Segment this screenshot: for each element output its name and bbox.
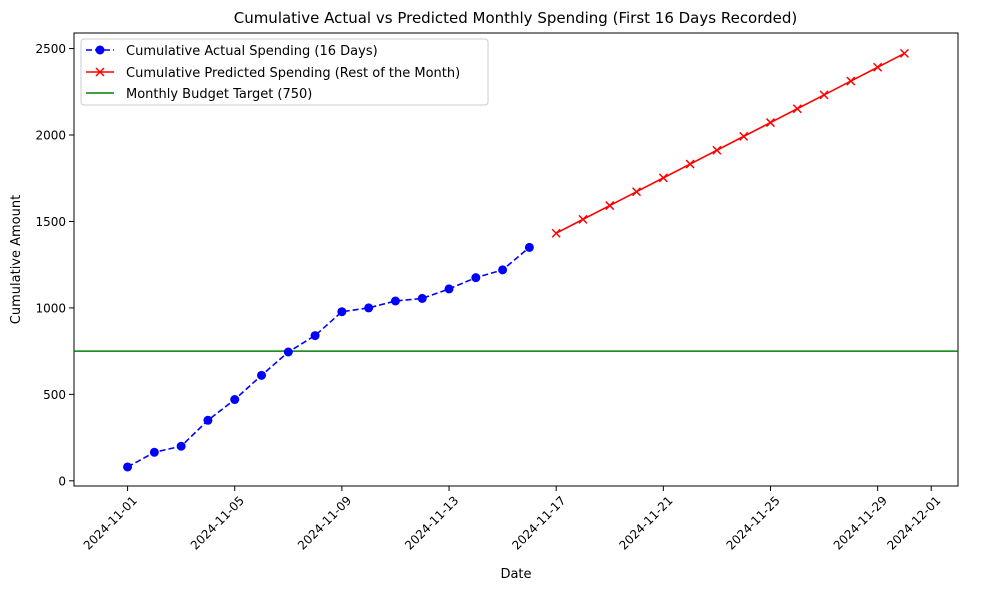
legend-actual-marker <box>95 45 105 55</box>
x-tick-label: 2024-12-01 <box>884 493 943 552</box>
actual-spending-point <box>203 415 213 425</box>
series-layer <box>123 48 909 472</box>
actual-spending-point <box>337 307 347 317</box>
actual-spending-point <box>390 296 400 306</box>
chart-title: Cumulative Actual vs Predicted Monthly S… <box>234 9 798 27</box>
legend-entry-budget: Monthly Budget Target (750) <box>86 87 312 102</box>
actual-spending-point <box>230 395 240 405</box>
predicted-spending-point <box>899 48 909 58</box>
x-axis: 2024-11-01 2024-11-05 2024-11-09 2024-11-13… <box>81 486 944 553</box>
actual-spending-point <box>176 441 186 451</box>
x-tick-label: 2024-11-05 <box>188 493 247 552</box>
predicted-spending-point <box>873 62 883 72</box>
legend: Cumulative Actual Spending (16 Days) Cum… <box>80 38 489 106</box>
predicted-spending-point <box>658 173 668 183</box>
x-tick-label: 2024-11-13 <box>402 493 461 552</box>
x-tick-label: 2024-11-29 <box>831 493 890 552</box>
actual-spending-point <box>310 331 320 341</box>
y-axis: 0 500 1000 1500 2000 2500 <box>35 42 74 488</box>
y-axis-label: Cumulative Amount <box>9 195 24 324</box>
x-tick-label: 2024-11-01 <box>81 493 140 552</box>
legend-actual-label: Cumulative Actual Spending (16 Days) <box>126 44 378 59</box>
predicted-spending-line <box>555 52 905 234</box>
actual-spending-point <box>257 370 267 380</box>
actual-spending-point <box>471 273 481 283</box>
y-tick-label: 500 <box>43 388 66 402</box>
legend-budget-label: Monthly Budget Target (750) <box>126 87 312 102</box>
actual-spending-point <box>123 462 133 472</box>
x-tick-label: 2024-11-21 <box>616 493 675 552</box>
x-tick-label: 2024-11-25 <box>724 493 783 552</box>
actual-spending-point <box>364 303 374 313</box>
y-tick-label: 0 <box>58 474 66 488</box>
legend-predicted-marker <box>95 67 105 77</box>
predicted-spending-point <box>846 76 856 86</box>
legend-box <box>80 38 489 106</box>
predicted-spending-point <box>765 118 776 128</box>
predicted-spending-point <box>578 214 588 224</box>
legend-entry-predicted: Cumulative Predicted Spending (Rest of t… <box>86 66 460 81</box>
predicted-spending-point <box>712 145 722 155</box>
actual-spending-point <box>149 447 159 457</box>
predicted-spending-point <box>792 104 802 114</box>
actual-spending-point <box>283 347 293 357</box>
predicted-spending-point <box>605 201 615 211</box>
actual-spending-point <box>417 293 427 303</box>
actual-spending-point <box>524 242 534 252</box>
legend-predicted-label: Cumulative Predicted Spending (Rest of t… <box>126 66 460 81</box>
actual-spending-point <box>498 265 508 275</box>
predicted-spending-point <box>819 90 829 100</box>
y-tick-label: 1000 <box>35 301 66 315</box>
actual-spending-line <box>127 246 530 468</box>
predicted-spending-point <box>632 187 642 197</box>
y-tick-label: 1500 <box>35 215 66 229</box>
x-tick-label: 2024-11-09 <box>295 493 354 552</box>
predicted-spending-point <box>739 131 749 141</box>
y-tick-label: 2500 <box>35 42 66 56</box>
predicted-spending-point <box>551 228 561 238</box>
predicted-spending-point <box>685 159 695 169</box>
x-axis-label: Date <box>500 567 531 582</box>
x-tick-label: 2024-11-17 <box>509 493 568 552</box>
y-tick-label: 2000 <box>35 129 66 143</box>
legend-entry-actual: Cumulative Actual Spending (16 Days) <box>86 44 378 59</box>
actual-spending-point <box>444 284 454 294</box>
